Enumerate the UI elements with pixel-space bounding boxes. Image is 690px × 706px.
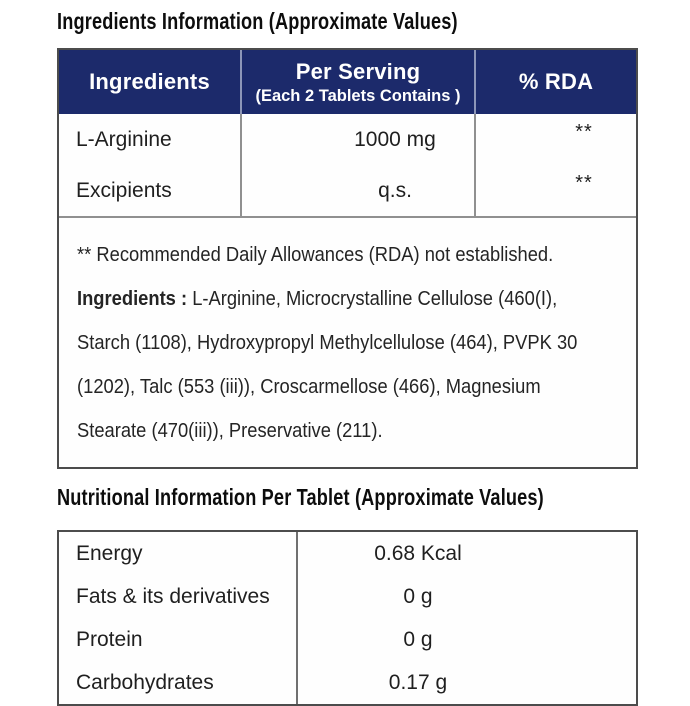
ingredients-table-header: Ingredients Per Serving (Each 2 Tablets …: [59, 50, 636, 114]
ingredient-rda: **: [575, 172, 593, 194]
ingredient-per-serving: 1000 mg: [240, 114, 476, 165]
rda-footnote: ** Recommended Daily Allowances (RDA) no…: [77, 243, 554, 266]
nutrient-value: 0 g: [296, 618, 636, 661]
footnote-area: ** Recommended Daily Allowances (RDA) no…: [59, 218, 636, 467]
header-cell-ingredients: Ingredients: [59, 50, 240, 114]
header-label-rda: % RDA: [518, 69, 594, 94]
header-label-per-serving: Per Serving: [295, 58, 421, 84]
full-ingredients-paragraph: Ingredients : L-Arginine, Microcrystalli…: [77, 277, 615, 453]
table-row-excipients: Excipients q.s. **: [59, 165, 636, 216]
ingredients-table: Ingredients Per Serving (Each 2 Tablets …: [57, 48, 638, 469]
header-cell-rda: % RDA: [476, 50, 636, 114]
table-row-energy: Energy 0.68 Kcal: [59, 532, 636, 575]
ingredient-rda: **: [575, 121, 593, 143]
ingredient-per-serving: q.s.: [240, 165, 476, 216]
table-row-fats: Fats & its derivatives 0 g: [59, 575, 636, 618]
nutrient-name: Protein: [76, 627, 143, 651]
nutrient-name: Carbohydrates: [76, 670, 214, 694]
ingredients-paragraph-list: L-Arginine, Microcrystalline Cellulose (…: [77, 287, 578, 442]
label-page: Ingredients Information (Approximate Val…: [57, 8, 638, 706]
header-sublabel-tablets-contains: (Each 2 Tablets Contains ): [255, 86, 461, 105]
nutrient-value: 0.68 Kcal: [296, 532, 636, 575]
header-label-ingredients: Ingredients: [89, 69, 210, 94]
table-row-protein: Protein 0 g: [59, 618, 636, 661]
ingredient-name: Excipients: [76, 178, 172, 202]
ingredients-paragraph-label: Ingredients :: [77, 287, 188, 310]
nutrient-name: Fats & its derivatives: [76, 584, 270, 608]
nutrition-table: Energy 0.68 Kcal Fats & its derivatives …: [57, 530, 638, 706]
ingredients-section-title: Ingredients Information (Approximate Val…: [57, 8, 458, 34]
table-row-carbohydrates: Carbohydrates 0.17 g: [59, 661, 636, 704]
nutrient-value: 0 g: [296, 575, 636, 618]
ingredients-table-body: L-Arginine 1000 mg ** Excipients q.s. **: [59, 114, 636, 218]
footnote-text-block: ** Recommended Daily Allowances (RDA) no…: [77, 233, 615, 453]
header-cell-per-serving: Per Serving (Each 2 Tablets Contains ): [240, 50, 476, 114]
nutrient-name: Energy: [76, 541, 143, 565]
nutrition-section-title: Nutritional Information Per Tablet (Appr…: [57, 484, 544, 510]
ingredient-name: L-Arginine: [76, 127, 172, 151]
table-row-l-arginine: L-Arginine 1000 mg **: [59, 114, 636, 165]
nutrient-value: 0.17 g: [296, 661, 636, 704]
